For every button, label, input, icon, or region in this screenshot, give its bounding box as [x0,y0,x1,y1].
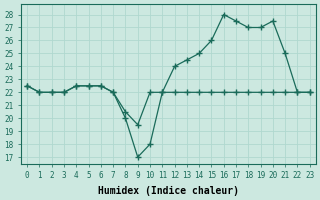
X-axis label: Humidex (Indice chaleur): Humidex (Indice chaleur) [98,186,239,196]
